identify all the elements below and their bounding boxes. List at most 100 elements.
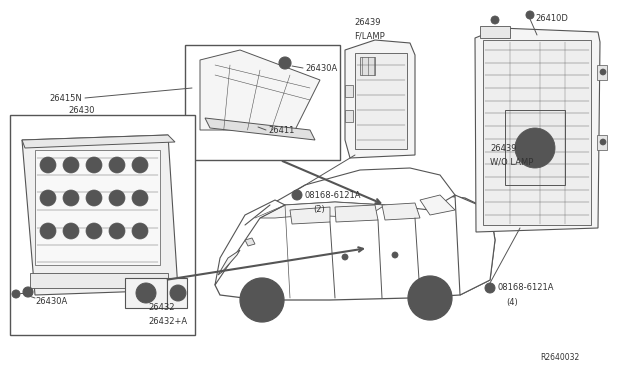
Circle shape	[600, 69, 606, 75]
Polygon shape	[260, 202, 385, 218]
Circle shape	[63, 223, 79, 239]
Circle shape	[26, 290, 30, 294]
Text: 08168-6121A: 08168-6121A	[498, 283, 554, 292]
Circle shape	[408, 276, 452, 320]
Circle shape	[515, 128, 555, 168]
Text: (2): (2)	[313, 205, 324, 214]
Circle shape	[136, 161, 144, 169]
Polygon shape	[215, 200, 285, 285]
Bar	[345, 85, 353, 97]
Circle shape	[240, 278, 284, 322]
Text: W/O LAMP: W/O LAMP	[490, 157, 533, 167]
Polygon shape	[215, 193, 495, 300]
Bar	[185, 45, 340, 160]
Circle shape	[416, 284, 444, 312]
Bar	[483, 40, 591, 225]
Circle shape	[86, 157, 102, 173]
Circle shape	[109, 190, 125, 206]
Bar	[10, 115, 195, 335]
Bar	[30, 273, 168, 288]
Polygon shape	[345, 40, 415, 158]
Circle shape	[113, 194, 121, 202]
Circle shape	[67, 161, 75, 169]
Text: 26430A: 26430A	[305, 64, 337, 73]
Bar	[505, 110, 565, 185]
Circle shape	[392, 252, 398, 258]
Polygon shape	[245, 238, 255, 246]
Circle shape	[12, 290, 20, 298]
Text: (4): (4)	[506, 298, 518, 307]
Circle shape	[255, 293, 269, 307]
Circle shape	[40, 157, 56, 173]
Circle shape	[90, 161, 98, 169]
Polygon shape	[22, 135, 178, 295]
Text: 26430: 26430	[68, 106, 95, 115]
Polygon shape	[205, 118, 315, 140]
Circle shape	[423, 291, 437, 305]
Polygon shape	[22, 135, 175, 148]
Circle shape	[279, 57, 291, 69]
Polygon shape	[218, 250, 240, 275]
Circle shape	[342, 254, 348, 260]
Circle shape	[113, 161, 121, 169]
Text: S: S	[295, 192, 299, 198]
Text: 26432: 26432	[148, 304, 175, 312]
Text: 26410D: 26410D	[535, 13, 568, 22]
Bar	[345, 110, 353, 122]
Bar	[480, 26, 510, 38]
Text: R2640032: R2640032	[540, 353, 579, 362]
Circle shape	[90, 227, 98, 235]
Circle shape	[44, 161, 52, 169]
Circle shape	[86, 190, 102, 206]
Circle shape	[136, 227, 144, 235]
Bar	[167, 278, 187, 308]
Circle shape	[44, 194, 52, 202]
Circle shape	[40, 190, 56, 206]
Circle shape	[132, 157, 148, 173]
Polygon shape	[290, 207, 330, 224]
Text: 26430A: 26430A	[35, 298, 67, 307]
Circle shape	[136, 283, 156, 303]
Circle shape	[23, 287, 33, 297]
Circle shape	[170, 285, 186, 301]
Circle shape	[86, 223, 102, 239]
Text: 26415N: 26415N	[49, 93, 82, 103]
Circle shape	[485, 283, 495, 293]
Polygon shape	[455, 195, 495, 295]
Circle shape	[491, 16, 499, 24]
Text: 26432+A: 26432+A	[148, 317, 187, 327]
Circle shape	[132, 190, 148, 206]
Text: 26439: 26439	[354, 17, 381, 26]
Polygon shape	[200, 50, 320, 130]
Text: 26439: 26439	[490, 144, 516, 153]
Circle shape	[132, 223, 148, 239]
Polygon shape	[335, 205, 378, 222]
Circle shape	[600, 139, 606, 145]
Bar	[355, 53, 407, 149]
Circle shape	[44, 227, 52, 235]
Circle shape	[109, 223, 125, 239]
Circle shape	[63, 157, 79, 173]
Bar	[35, 150, 160, 265]
Circle shape	[248, 286, 276, 314]
Circle shape	[63, 190, 79, 206]
Circle shape	[67, 227, 75, 235]
Bar	[597, 65, 607, 80]
Circle shape	[40, 223, 56, 239]
Circle shape	[136, 194, 144, 202]
Text: S: S	[488, 285, 492, 291]
Bar	[125, 278, 167, 308]
Polygon shape	[245, 168, 455, 225]
Text: 26411: 26411	[268, 125, 294, 135]
Circle shape	[525, 138, 545, 158]
Circle shape	[292, 190, 302, 200]
Bar	[360, 57, 375, 75]
Polygon shape	[475, 28, 600, 232]
Polygon shape	[382, 203, 420, 220]
Circle shape	[526, 11, 534, 19]
Circle shape	[67, 194, 75, 202]
Circle shape	[282, 60, 288, 66]
Circle shape	[109, 157, 125, 173]
Bar	[597, 135, 607, 150]
Text: F/LAMP: F/LAMP	[354, 32, 385, 41]
